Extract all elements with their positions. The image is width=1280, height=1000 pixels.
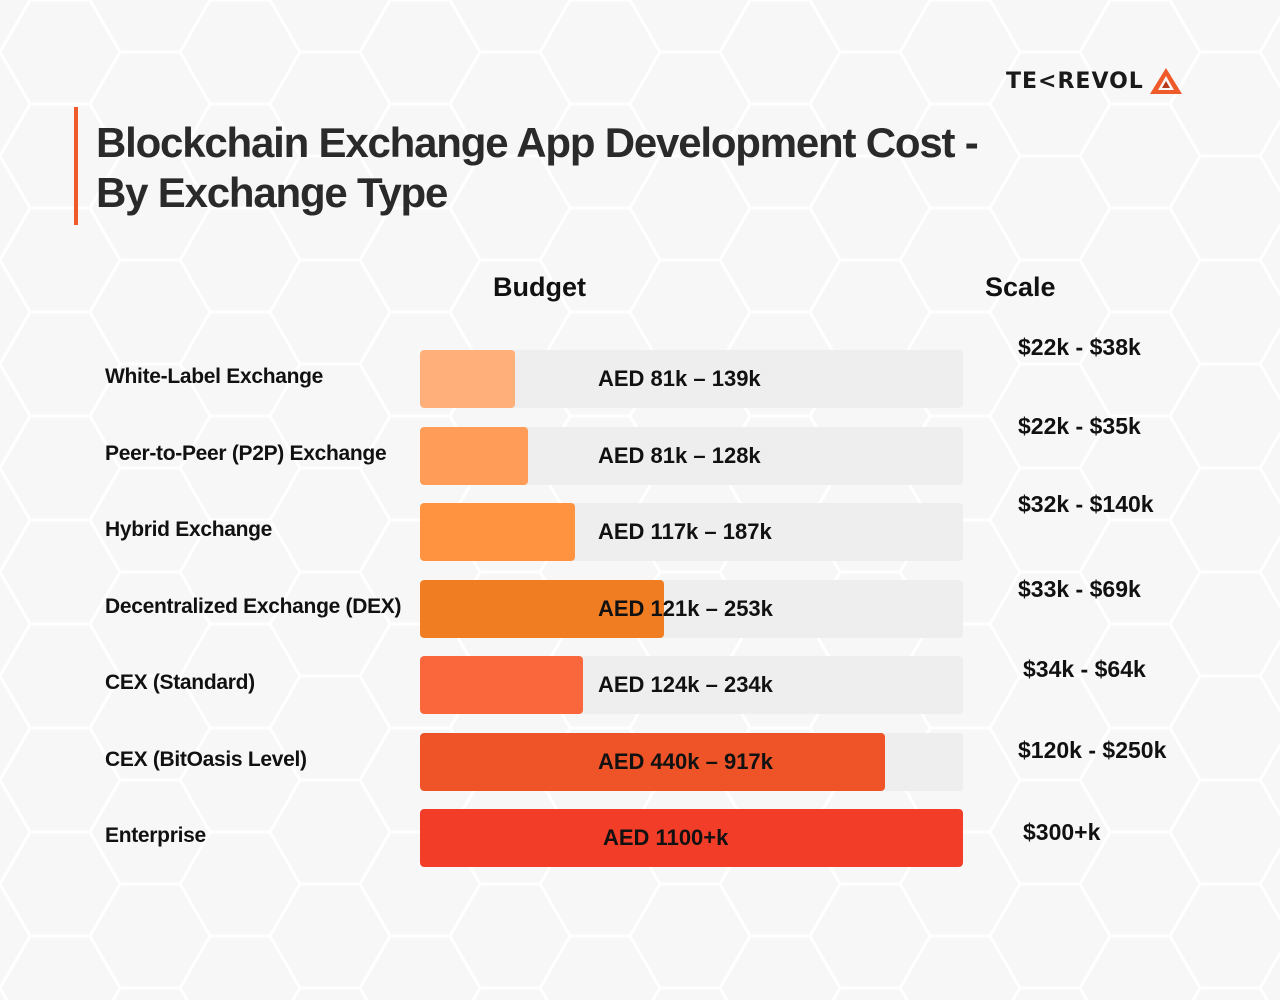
bar-value-label: AED 440k – 917k xyxy=(598,748,773,774)
scale-value-label: $33k - $69k xyxy=(1018,575,1141,602)
scale-column-header: Scale xyxy=(985,272,1056,302)
category-label: Decentralized Exchange (DEX) xyxy=(105,594,402,618)
bar xyxy=(420,426,528,485)
category-label: Enterprise xyxy=(105,824,206,847)
bar xyxy=(420,809,963,867)
scale-value-label: $22k - $38k xyxy=(1018,334,1141,360)
bar xyxy=(420,579,664,638)
bar-track xyxy=(420,426,963,485)
brand-logo: TE<REVOL xyxy=(1006,64,1206,98)
category-label: CEX (BitOasis Level) xyxy=(105,747,307,771)
bar xyxy=(420,503,575,561)
bar-value-label: AED 121k – 253k xyxy=(598,595,773,621)
bar-value-label: AED 124k – 234k xyxy=(598,672,773,697)
bar-value-label: AED 81k – 139k xyxy=(598,366,761,391)
category-label: Peer-to-Peer (P2P) Exchange xyxy=(105,441,387,465)
bar-track xyxy=(420,732,963,791)
title-accent-bar xyxy=(74,107,78,225)
bar-value-label: AED 1100+k xyxy=(603,825,729,850)
bar xyxy=(420,732,885,791)
category-label: White-Label Exchange xyxy=(105,365,324,388)
category-label: CEX (Standard) xyxy=(105,671,255,694)
scale-value-label: $300+k xyxy=(1023,819,1101,845)
bar-track xyxy=(420,503,963,561)
budget-column-header: Budget xyxy=(493,272,586,302)
bar-track xyxy=(420,656,963,714)
bar-track xyxy=(420,579,963,638)
bar xyxy=(420,350,515,408)
scale-value-label: $34k - $64k xyxy=(1023,656,1146,682)
category-label: Hybrid Exchange xyxy=(105,518,273,541)
page-title: Blockchain Exchange App Development Cost… xyxy=(96,119,979,216)
scale-value-label: $32k - $140k xyxy=(1018,491,1154,517)
bar-value-label: AED 117k – 187k xyxy=(598,519,772,544)
brand-name: TE<REVOL xyxy=(1006,68,1144,94)
scale-value-label: $22k - $35k xyxy=(1018,412,1141,439)
bar-track xyxy=(420,350,963,408)
scale-value-label: $120k - $250k xyxy=(1018,736,1167,763)
triangle-logo-icon xyxy=(1149,68,1182,94)
bar xyxy=(420,656,583,714)
bar-value-label: AED 81k – 128k xyxy=(598,442,761,468)
bar-track xyxy=(420,809,963,867)
